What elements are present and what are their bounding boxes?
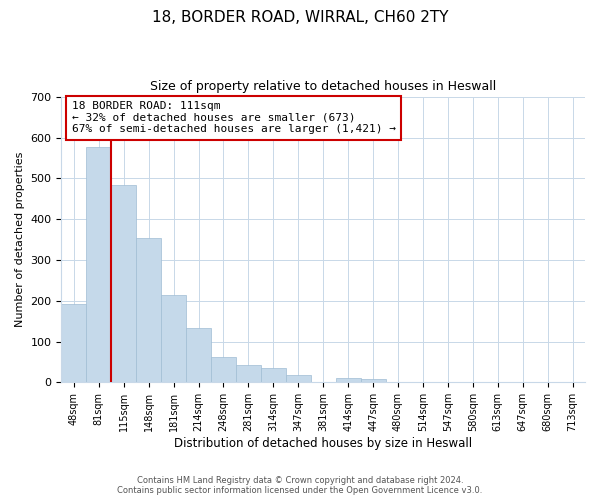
Text: 18 BORDER ROAD: 111sqm
← 32% of detached houses are smaller (673)
67% of semi-de: 18 BORDER ROAD: 111sqm ← 32% of detached…	[72, 101, 396, 134]
Bar	[161, 294, 186, 382]
Title: Size of property relative to detached houses in Heswall: Size of property relative to detached ho…	[150, 80, 496, 93]
Bar	[286, 376, 311, 382]
Bar	[111, 186, 136, 382]
Bar	[211, 357, 236, 382]
Bar	[86, 146, 111, 382]
Bar	[361, 380, 386, 382]
Bar	[186, 328, 211, 382]
Bar	[261, 368, 286, 382]
Bar	[61, 304, 86, 382]
X-axis label: Distribution of detached houses by size in Heswall: Distribution of detached houses by size …	[174, 437, 472, 450]
Bar	[335, 378, 361, 382]
Text: Contains HM Land Registry data © Crown copyright and database right 2024.
Contai: Contains HM Land Registry data © Crown c…	[118, 476, 482, 495]
Bar	[236, 365, 261, 382]
Text: 18, BORDER ROAD, WIRRAL, CH60 2TY: 18, BORDER ROAD, WIRRAL, CH60 2TY	[152, 10, 448, 25]
Y-axis label: Number of detached properties: Number of detached properties	[15, 152, 25, 328]
Bar	[136, 238, 161, 382]
